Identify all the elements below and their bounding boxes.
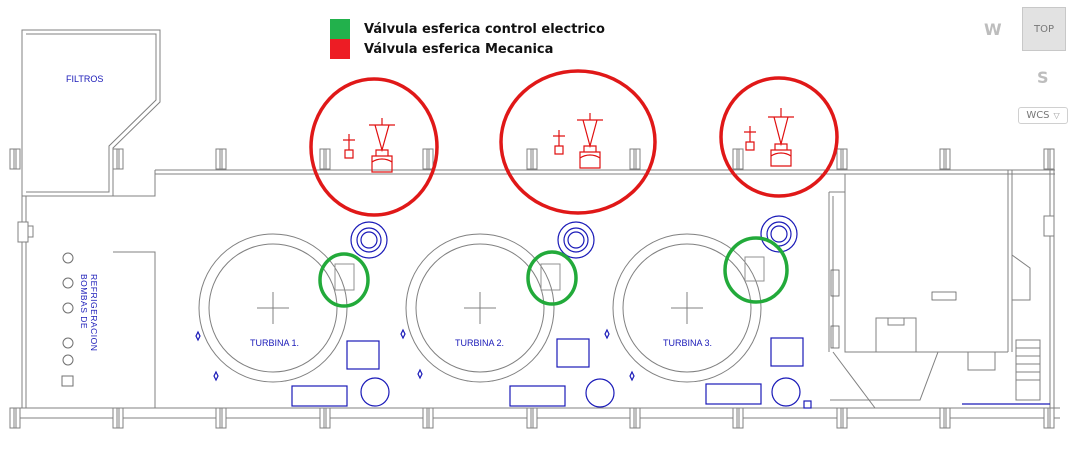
mechanical-valve-highlights [309,69,839,217]
viewcube-south[interactable]: S [1037,68,1049,87]
wcs-label: WCS [1026,110,1050,121]
turbine-2 [405,233,555,383]
turbina-2-label: TURBINA 2. [455,338,504,348]
structural-columns [9,148,1055,429]
legend-item-mechanical: Válvula esferica Mecanica [330,39,553,59]
pumps-column [61,252,74,387]
legend-label-electric: Válvula esferica control electrico [364,21,605,37]
legend-item-electric: Válvula esferica control electrico [330,19,605,39]
turbina-3-label: TURBINA 3. [663,338,712,348]
right-room-tags [830,269,957,349]
legend-label-mechanical: Válvula esferica Mecanica [364,41,554,57]
building-walls [10,29,1060,419]
blue-equipment [195,215,1050,409]
turbine-1 [198,233,348,383]
wcs-dropdown[interactable]: WCS ▽ [1018,107,1068,124]
legend-swatch-green [330,19,350,39]
mechanical-valve-symbols [343,108,794,173]
electric-valve-boxes [334,256,765,291]
turbina-1-label: TURBINA 1. [250,338,299,348]
chevron-down-icon: ▽ [1053,111,1060,120]
viewcube-top-face[interactable]: TOP [1022,7,1066,51]
turbine-3 [612,233,762,383]
bombas-label-line1: BOMBAS DE [79,274,89,329]
viewcube-west[interactable]: W [984,20,1002,39]
bombas-label-line2: REFRIGERACION [89,274,99,351]
electric-valve-highlights [318,236,789,308]
legend-swatch-red [330,39,350,59]
filtros-label: FILTROS [66,74,103,84]
